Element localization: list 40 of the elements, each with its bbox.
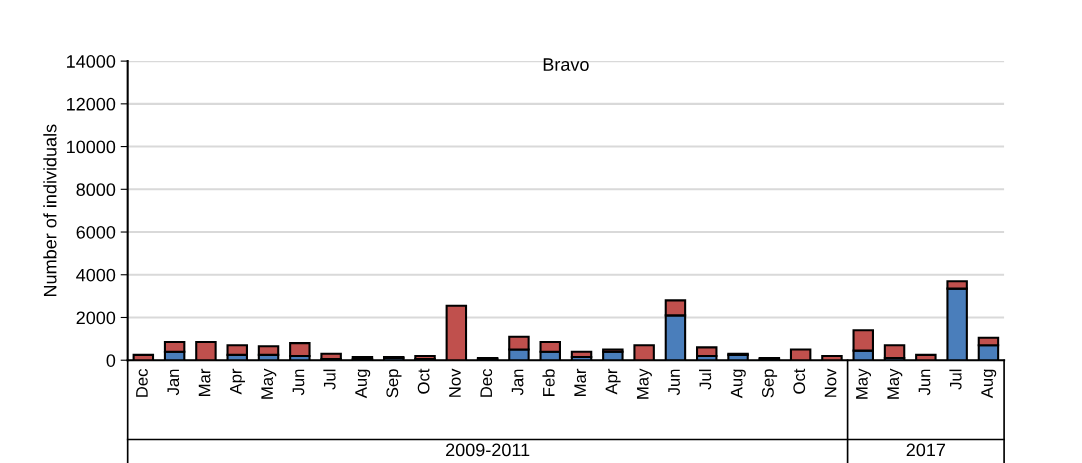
x-tick-label: Apr: [230, 368, 245, 395]
x-tick-label: May: [856, 368, 872, 399]
x-tick-label: May: [261, 368, 277, 399]
x-tick-label: Jul: [698, 369, 712, 390]
x-tick-label: Aug: [730, 369, 746, 399]
x-tick-label: Jul: [949, 369, 962, 390]
x-tick-label: Dec: [136, 368, 148, 397]
x-tick-label: Oct: [793, 368, 806, 394]
x-tick-label: May: [636, 368, 652, 399]
x-tick-label: Jun: [668, 369, 680, 396]
x-tick-label: Nov: [824, 368, 837, 397]
y-tick-label: 4000: [76, 268, 116, 282]
x-tick-label: Jul: [323, 369, 336, 390]
text: 2017: [906, 443, 946, 457]
x-tick-label: Apr: [605, 368, 621, 395]
x-tick-label: Jan: [511, 369, 524, 396]
x-tick-label: Sep: [386, 369, 402, 398]
x-tick-label: Jun: [292, 369, 305, 396]
x-tick-label: Jun: [918, 369, 931, 396]
x-tick-label: May: [887, 368, 903, 399]
x-tick-label: Jan: [167, 369, 180, 396]
text: 2009-2011: [446, 443, 530, 457]
x-tick-label: Feb: [542, 369, 555, 396]
x-tick-label: Nov: [449, 368, 461, 397]
y-tick-label: 12000: [67, 97, 116, 111]
x-tick-label: Oct: [417, 368, 430, 394]
x-tick-label: Aug: [355, 369, 371, 399]
x-tick-label: Mar: [198, 368, 211, 396]
chart-title: Bravo: [543, 58, 589, 71]
y-tick-label: 8000: [76, 183, 116, 197]
x-tick-label: Sep: [762, 369, 778, 398]
y-tick-label: 6000: [76, 225, 116, 239]
y-tick-label: 10000: [67, 140, 116, 154]
y-tick-label: 2000: [76, 311, 116, 325]
x-tick-label: Dec: [480, 368, 493, 397]
y-axis-title: Number of individuals: [43, 124, 57, 296]
y-tick-label: 14000: [67, 55, 116, 68]
x-tick-label: Aug: [981, 369, 997, 399]
x-tick-label: Mar: [574, 368, 587, 396]
y-tick-label: 0: [106, 354, 116, 367]
